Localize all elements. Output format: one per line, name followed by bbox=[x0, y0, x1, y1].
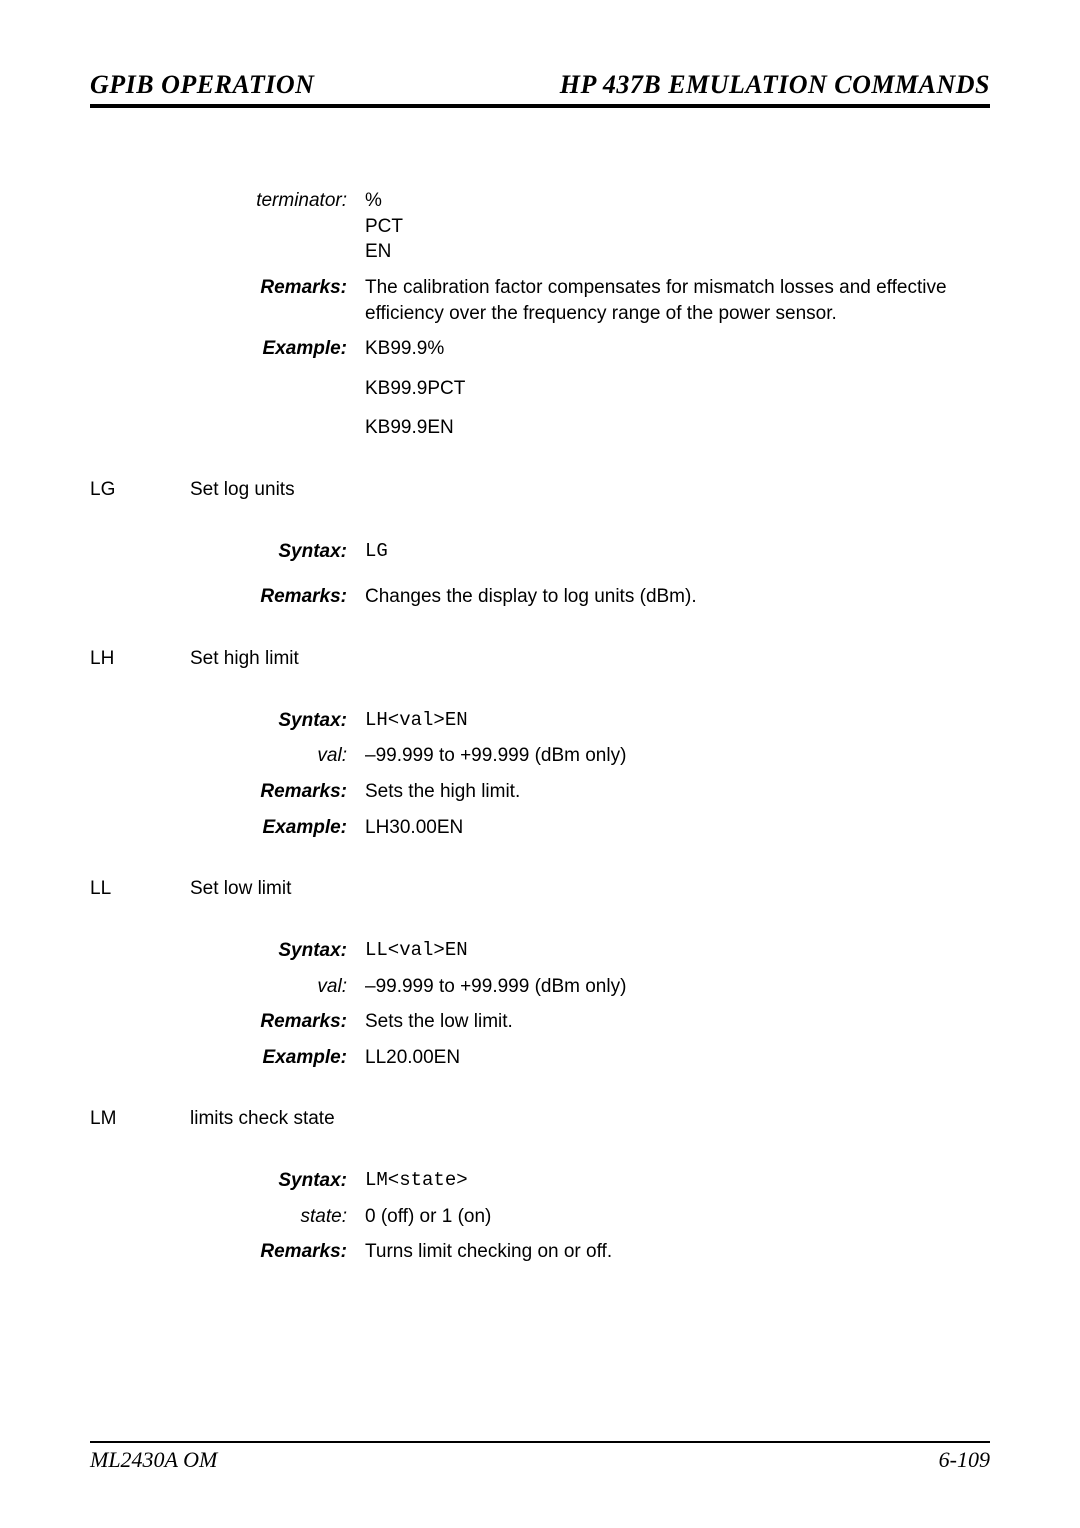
header-right: HP 437B EMULATION COMMANDS bbox=[560, 70, 990, 100]
intro-remarks-label: Remarks: bbox=[190, 275, 365, 326]
intro-example-1: KB99.9% bbox=[365, 336, 990, 362]
lh-header-row: LH Set high limit bbox=[90, 646, 990, 672]
lm-remarks-row: Remarks: Turns limit checking on or off. bbox=[90, 1239, 990, 1265]
lm-syntax-value: LM<state> bbox=[365, 1168, 990, 1194]
lh-example-text: LH30.00EN bbox=[365, 815, 990, 841]
page-header: GPIB OPERATION HP 437B EMULATION COMMAND… bbox=[90, 70, 990, 100]
lm-remarks-label: Remarks: bbox=[190, 1239, 365, 1265]
ll-val-row: val: –99.999 to +99.999 (dBm only) bbox=[90, 974, 990, 1000]
lg-remarks-row: Remarks: Changes the display to log unit… bbox=[90, 584, 990, 610]
intro-example-label: Example: bbox=[190, 336, 365, 441]
ll-syntax-row: Syntax: LL<val>EN bbox=[90, 938, 990, 964]
lg-code: LG bbox=[90, 477, 190, 503]
intro-example-3: KB99.9EN bbox=[365, 415, 990, 441]
lh-val-text: –99.999 to +99.999 (dBm only) bbox=[365, 743, 990, 769]
lm-state-label: state: bbox=[190, 1204, 365, 1230]
lh-remarks-label: Remarks: bbox=[190, 779, 365, 805]
terminator-value-2: PCT bbox=[365, 214, 990, 240]
lm-state-row: state: 0 (off) or 1 (on) bbox=[90, 1204, 990, 1230]
ll-remarks-text: Sets the low limit. bbox=[365, 1009, 990, 1035]
ll-example-label: Example: bbox=[190, 1045, 365, 1071]
lg-syntax-label: Syntax: bbox=[190, 539, 365, 565]
lg-remarks-label: Remarks: bbox=[190, 584, 365, 610]
lh-remarks-row: Remarks: Sets the high limit. bbox=[90, 779, 990, 805]
terminator-row: terminator: % PCT EN bbox=[90, 188, 990, 265]
lg-desc: Set log units bbox=[190, 477, 365, 503]
lm-syntax-label: Syntax: bbox=[190, 1168, 365, 1194]
ll-syntax-label: Syntax: bbox=[190, 938, 365, 964]
page-footer: ML2430A OM 6-109 bbox=[90, 1441, 990, 1473]
lh-val-row: val: –99.999 to +99.999 (dBm only) bbox=[90, 743, 990, 769]
lm-syntax-row: Syntax: LM<state> bbox=[90, 1168, 990, 1194]
lh-syntax-value: LH<val>EN bbox=[365, 708, 990, 734]
lm-desc: limits check state bbox=[190, 1106, 990, 1132]
ll-val-label: val: bbox=[190, 974, 365, 1000]
lh-example-row: Example: LH30.00EN bbox=[90, 815, 990, 841]
intro-example-values: KB99.9% KB99.9PCT KB99.9EN bbox=[365, 336, 990, 441]
footer-right: 6-109 bbox=[939, 1447, 990, 1473]
header-left: GPIB OPERATION bbox=[90, 70, 314, 100]
ll-desc: Set low limit bbox=[190, 876, 365, 902]
ll-val-text: –99.999 to +99.999 (dBm only) bbox=[365, 974, 990, 1000]
lh-example-label: Example: bbox=[190, 815, 365, 841]
lm-state-text: 0 (off) or 1 (on) bbox=[365, 1204, 990, 1230]
lm-code: LM bbox=[90, 1106, 190, 1132]
lh-syntax-row: Syntax: LH<val>EN bbox=[90, 708, 990, 734]
lg-header-row: LG Set log units bbox=[90, 477, 990, 503]
intro-remarks-row: Remarks: The calibration factor compensa… bbox=[90, 275, 990, 326]
ll-example-row: Example: LL20.00EN bbox=[90, 1045, 990, 1071]
lg-syntax-value: LG bbox=[365, 539, 990, 565]
lm-remarks-text: Turns limit checking on or off. bbox=[365, 1239, 990, 1265]
lh-code: LH bbox=[90, 646, 190, 672]
terminator-values: % PCT EN bbox=[365, 188, 990, 265]
terminator-value-3: EN bbox=[365, 239, 990, 265]
lg-remarks-text: Changes the display to log units (dBm). bbox=[365, 584, 990, 610]
lh-val-label: val: bbox=[190, 743, 365, 769]
ll-syntax-value: LL<val>EN bbox=[365, 938, 990, 964]
page: GPIB OPERATION HP 437B EMULATION COMMAND… bbox=[0, 0, 1080, 1528]
terminator-value-1: % bbox=[365, 188, 990, 214]
ll-remarks-label: Remarks: bbox=[190, 1009, 365, 1035]
intro-remarks-text: The calibration factor compensates for m… bbox=[365, 275, 990, 326]
intro-example-2: KB99.9PCT bbox=[365, 376, 990, 402]
ll-code: LL bbox=[90, 876, 190, 902]
ll-header-row: LL Set low limit bbox=[90, 876, 990, 902]
content: terminator: % PCT EN Remarks: The calibr… bbox=[90, 138, 990, 1265]
footer-left: ML2430A OM bbox=[90, 1447, 217, 1473]
footer-rule bbox=[90, 1441, 990, 1443]
lh-syntax-label: Syntax: bbox=[190, 708, 365, 734]
lh-remarks-text: Sets the high limit. bbox=[365, 779, 990, 805]
header-rule-thin bbox=[90, 107, 990, 108]
intro-example-row: Example: KB99.9% KB99.9PCT KB99.9EN bbox=[90, 336, 990, 441]
ll-remarks-row: Remarks: Sets the low limit. bbox=[90, 1009, 990, 1035]
lg-syntax-row: Syntax: LG bbox=[90, 539, 990, 565]
terminator-label: terminator: bbox=[190, 188, 365, 265]
ll-example-text: LL20.00EN bbox=[365, 1045, 990, 1071]
lh-desc: Set high limit bbox=[190, 646, 365, 672]
lm-header-row: LM limits check state bbox=[90, 1106, 990, 1132]
